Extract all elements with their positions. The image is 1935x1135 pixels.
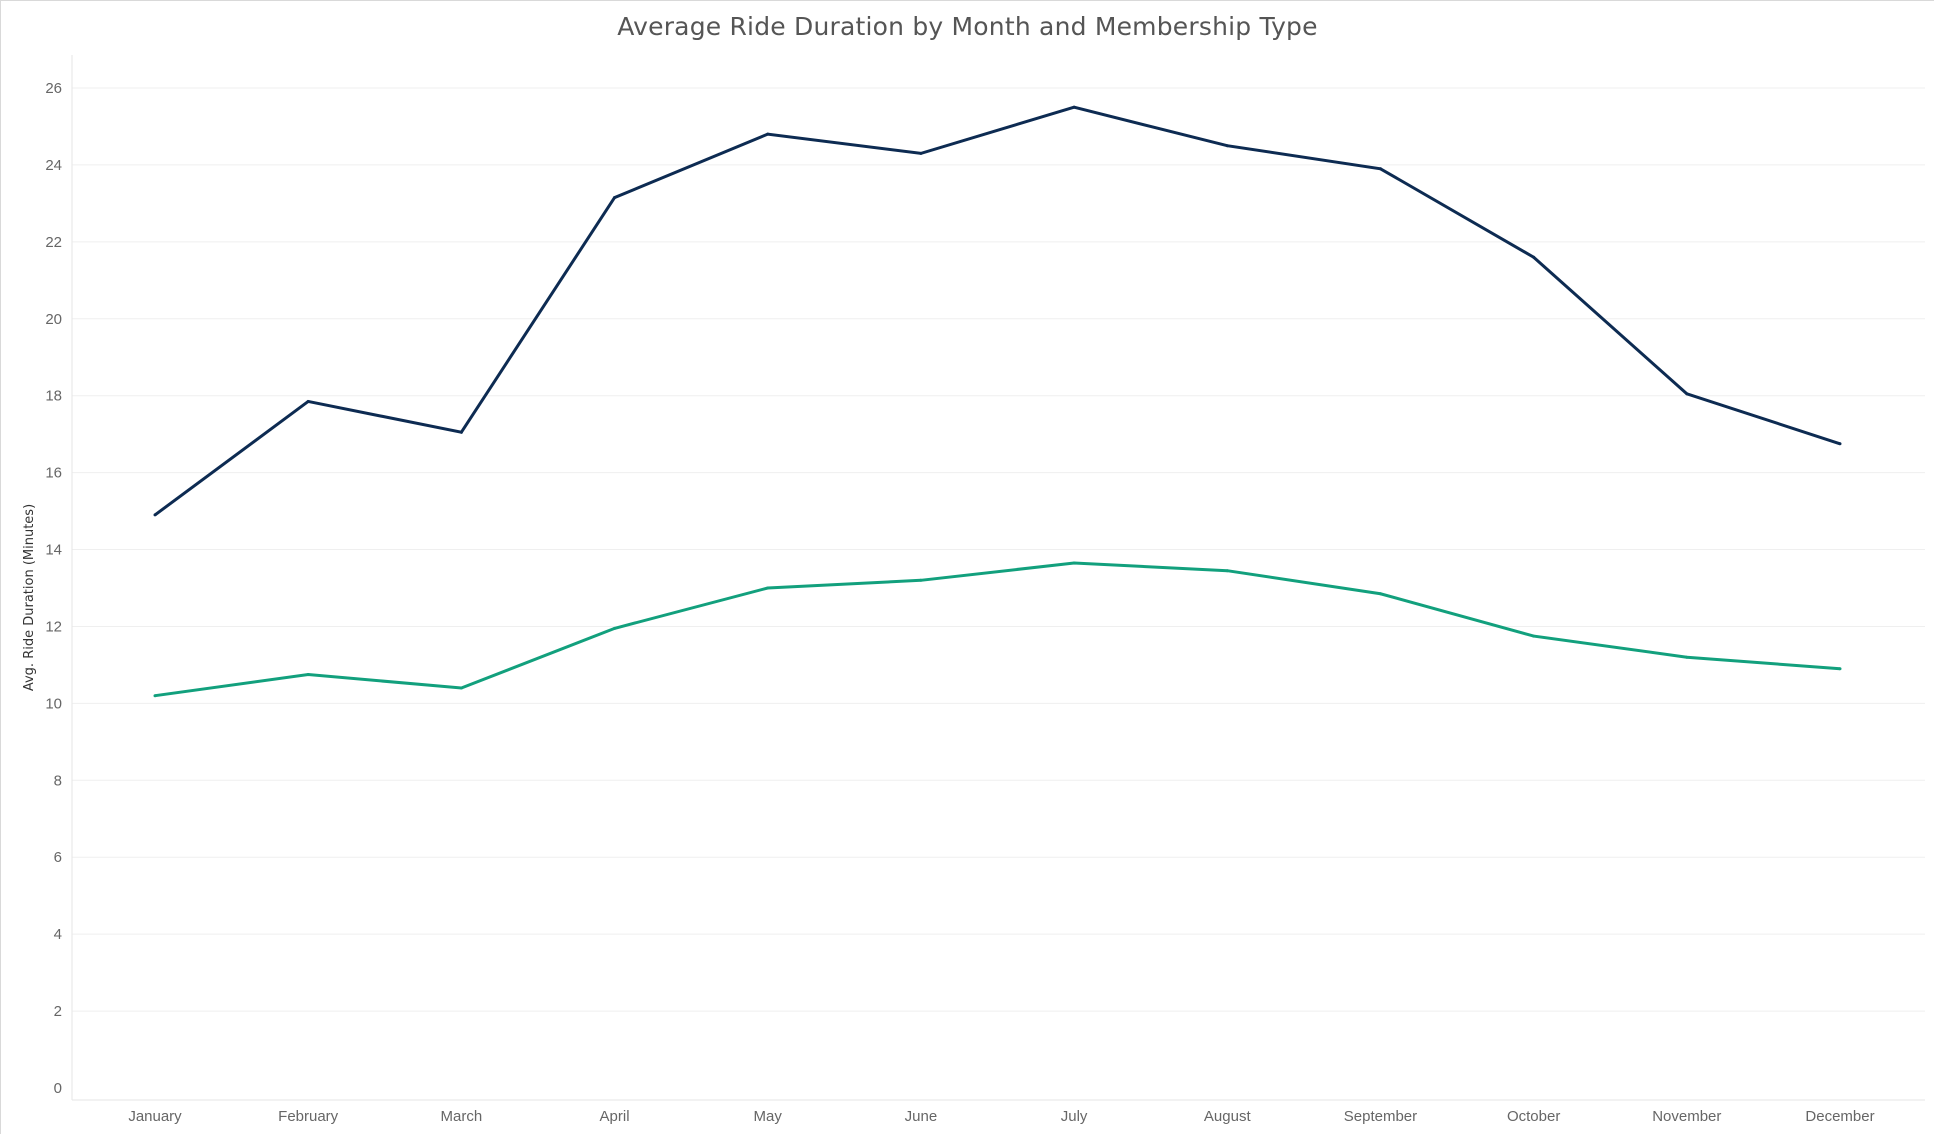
y-tick-label: 0	[54, 1080, 62, 1097]
series-1-point	[613, 196, 617, 200]
y-tick-label: 16	[45, 465, 62, 482]
series-2-point	[1532, 634, 1536, 638]
axes	[71, 55, 1925, 1101]
series-2-point	[153, 694, 157, 698]
series-1-point	[766, 132, 770, 136]
series-line-1	[154, 105, 1841, 517]
y-tick-label: 18	[45, 388, 62, 405]
y-tick-label: 2	[54, 1003, 62, 1020]
chart-title: Average Ride Duration by Month and Membe…	[617, 12, 1318, 41]
series-1-point	[1225, 144, 1229, 148]
y-tick-label: 20	[45, 311, 62, 328]
y-tick-label: 4	[54, 926, 62, 943]
series-1-point	[1072, 105, 1076, 109]
x-tick-label: July	[1061, 1108, 1088, 1125]
y-tick-label: 22	[45, 234, 62, 251]
series-2-point	[1838, 667, 1842, 671]
y-axis-label: Avg. Ride Duration (Minutes)	[22, 504, 37, 691]
y-tick-label: 8	[54, 772, 62, 789]
series-2-point	[1685, 655, 1689, 659]
y-tick-label: 10	[45, 695, 62, 712]
series-1-point	[153, 513, 157, 517]
y-tick-label: 26	[45, 80, 62, 97]
series-1-point	[459, 430, 463, 434]
x-tick-label: May	[754, 1108, 783, 1125]
x-axis-ticks: January February March April May June July Augu…	[128, 1108, 1874, 1125]
series-line-2	[154, 561, 1841, 698]
x-tick-label: November	[1652, 1108, 1721, 1125]
series-lines	[153, 105, 1842, 698]
series-1-point	[306, 399, 310, 403]
series-2-point	[613, 626, 617, 630]
series-1-point	[1685, 392, 1689, 396]
gridlines	[72, 87, 1925, 1012]
x-tick-label: June	[905, 1108, 938, 1125]
y-tick-label: 14	[45, 542, 62, 559]
series-1-point	[919, 151, 923, 155]
series-2-point	[459, 686, 463, 690]
series-2-point	[919, 578, 923, 582]
series-2-point	[1225, 569, 1229, 573]
series-2-point	[766, 586, 770, 590]
series-1-point	[1838, 442, 1842, 446]
y-tick-label: 12	[45, 618, 62, 635]
x-tick-label: October	[1507, 1108, 1560, 1125]
series-1-point	[1532, 255, 1536, 259]
x-tick-label: March	[441, 1108, 483, 1125]
y-tick-label: 6	[54, 849, 62, 866]
y-tick-label: 24	[45, 157, 62, 174]
x-tick-label: August	[1204, 1108, 1252, 1125]
series-2-point	[1072, 561, 1076, 565]
series-2-point	[1378, 592, 1382, 596]
x-tick-label: February	[278, 1108, 339, 1125]
x-tick-label: January	[128, 1108, 182, 1125]
series-2-point	[306, 673, 310, 677]
x-tick-label: September	[1344, 1108, 1417, 1125]
x-tick-label: December	[1805, 1108, 1874, 1125]
series-1-point	[1378, 167, 1382, 171]
x-tick-label: April	[600, 1108, 630, 1125]
